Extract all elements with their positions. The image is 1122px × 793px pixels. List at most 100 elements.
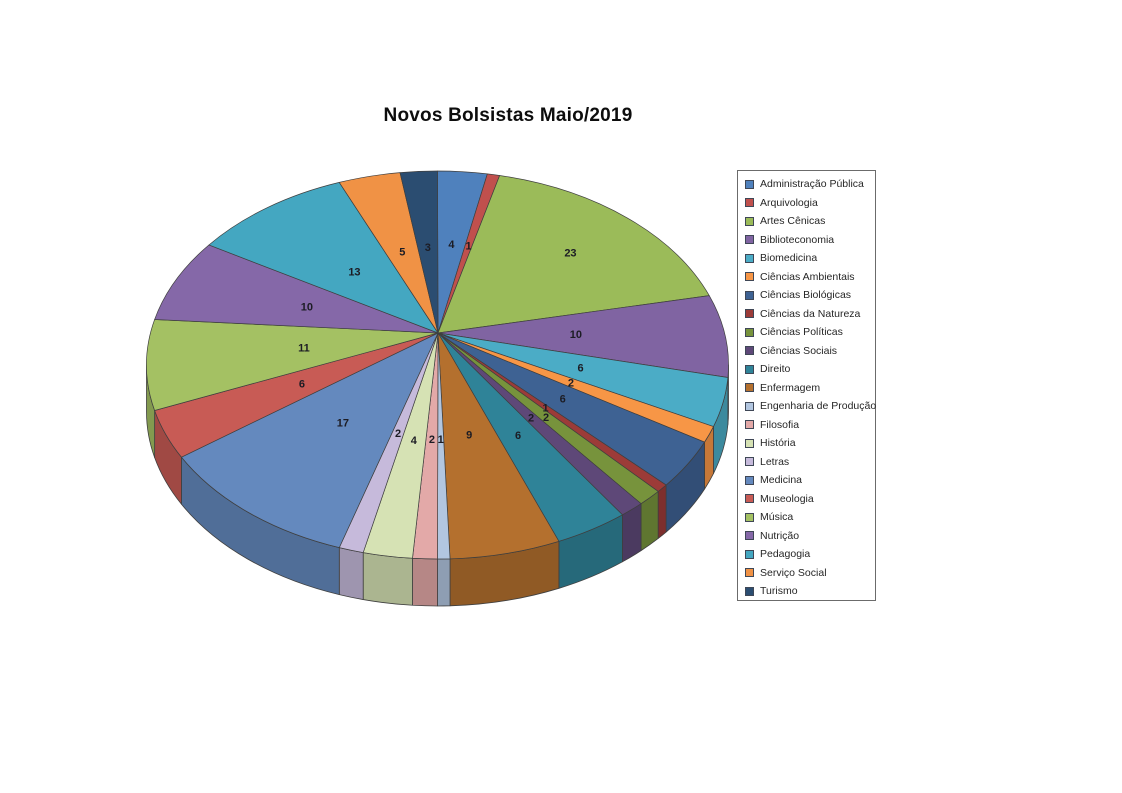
- slice-value-label: 5: [399, 246, 405, 258]
- legend-swatch: [745, 494, 754, 504]
- pie-slice: [437, 175, 710, 334]
- legend-item: Ciências Sociais: [745, 342, 875, 361]
- legend-item: Administração Pública: [745, 175, 875, 194]
- legend-swatch: [745, 364, 754, 374]
- legend-item: Ciências Políticas: [745, 323, 875, 342]
- pie-slice: [146, 319, 439, 411]
- pie-slice-wall: [412, 557, 438, 607]
- legend-swatch: [745, 457, 754, 467]
- legend-swatch: [745, 568, 754, 578]
- slice-value-label: 17: [337, 417, 349, 429]
- legend-swatch: [745, 475, 754, 485]
- pie-slice-wall: [362, 552, 413, 606]
- slice-value-label: 2: [528, 413, 534, 425]
- legend-swatch: [745, 179, 754, 189]
- legend-item: Direito: [745, 360, 875, 379]
- slice-value-label: 2: [543, 412, 549, 424]
- legend-swatch: [745, 586, 754, 596]
- slice-value-label: 10: [301, 301, 313, 313]
- slice-value-label: 23: [564, 247, 576, 259]
- chart-title: Novos Bolsistas Maio/2019: [383, 105, 633, 126]
- legend-item-label: Administração Pública: [760, 178, 864, 191]
- legend-item-label: Turismo: [760, 585, 798, 598]
- legend-item: Medicina: [745, 471, 875, 490]
- slice-value-label: 10: [570, 329, 582, 341]
- legend-item-label: Medicina: [760, 474, 803, 487]
- legend-item: Ciências Biológicas: [745, 286, 875, 305]
- legend-item-label: Serviço Social: [760, 566, 827, 579]
- legend-item: Turismo: [745, 582, 875, 601]
- legend-swatch: [745, 309, 754, 319]
- legend-item: Letras: [745, 453, 875, 472]
- slice-value-label: 4: [411, 435, 418, 447]
- legend-swatch: [745, 327, 754, 337]
- legend-item: Museologia: [745, 490, 875, 509]
- slice-value-label: 1: [543, 402, 549, 414]
- slice-value-label: 4: [448, 239, 455, 251]
- legend-item-label: Biblioteconomia: [760, 233, 835, 246]
- legend-item: Biomedicina: [745, 249, 875, 268]
- legend-swatch: [745, 346, 754, 356]
- slice-value-label: 2: [429, 434, 435, 446]
- pie-slice-wall: [338, 547, 364, 600]
- legend-swatch: [745, 253, 754, 263]
- legend-item-label: Nutrição: [760, 529, 800, 542]
- slice-value-label: 11: [298, 343, 310, 355]
- pie-slice-wall: [657, 484, 667, 539]
- slice-value-label: 2: [395, 428, 401, 440]
- slice-value-label: 6: [299, 379, 305, 391]
- slice-value-label: 13: [348, 266, 360, 278]
- legend-item-label: História: [760, 437, 796, 450]
- slice-value-label: 9: [466, 429, 472, 441]
- legend-item-label: Ciências da Natureza: [760, 307, 861, 320]
- pie-slice-wall: [437, 558, 451, 607]
- legend-swatch: [745, 383, 754, 393]
- legend-item-label: Pedagogia: [760, 548, 811, 561]
- legend-item-label: Engenharia de Produção: [760, 400, 877, 413]
- legend-item: Ciências da Natureza: [745, 305, 875, 324]
- legend-swatch: [745, 216, 754, 226]
- pie-slice: [181, 332, 439, 548]
- legend-item-label: Ciências Políticas: [760, 326, 843, 339]
- legend-item: Enfermagem: [745, 379, 875, 398]
- pie-slice: [399, 170, 439, 334]
- legend-swatch: [745, 512, 754, 522]
- legend-swatch: [745, 531, 754, 541]
- legend-item: Filosofia: [745, 416, 875, 435]
- legend-item-label: Música: [760, 511, 794, 524]
- slice-value-label: 2: [568, 378, 574, 390]
- slice-value-label: 6: [560, 394, 566, 406]
- legend-item-label: Ciências Ambientais: [760, 270, 855, 283]
- slice-value-label: 1: [465, 241, 471, 253]
- slice-value-label: 1: [438, 434, 444, 446]
- legend-item: Engenharia de Produção: [745, 397, 877, 416]
- legend-item: Pedagogia: [745, 545, 875, 564]
- legend-item-label: Filosofia: [760, 418, 800, 431]
- slice-value-label: 6: [515, 430, 521, 442]
- pie-slice: [154, 244, 439, 334]
- pie-slice: [208, 182, 439, 334]
- legend-item-label: Letras: [760, 455, 790, 468]
- legend-item: Artes Cênicas: [745, 212, 875, 231]
- legend-item-label: Museologia: [760, 492, 814, 505]
- legend-item: História: [745, 434, 875, 453]
- legend-swatch: [745, 235, 754, 245]
- legend-swatch: [745, 420, 754, 430]
- legend-item: Música: [745, 508, 875, 527]
- legend-item: Arquivologia: [745, 194, 875, 213]
- legend-item-label: Biomedicina: [760, 252, 818, 265]
- legend-item: Serviço Social: [745, 564, 875, 583]
- legend-item-label: Ciências Biológicas: [760, 289, 852, 302]
- legend-item-label: Enfermagem: [760, 381, 821, 394]
- legend-item: Ciências Ambientais: [745, 268, 875, 287]
- legend-item: Nutrição: [745, 527, 875, 546]
- legend-swatch: [745, 438, 754, 448]
- legend: Administração Pública Arquivologia Artes C…: [737, 170, 876, 601]
- legend-item-label: Artes Cênicas: [760, 215, 826, 228]
- legend-swatch: [745, 198, 754, 208]
- legend-item: Biblioteconomia: [745, 231, 875, 250]
- legend-swatch: [745, 272, 754, 282]
- legend-swatch: [745, 290, 754, 300]
- slice-value-label: 6: [577, 363, 583, 375]
